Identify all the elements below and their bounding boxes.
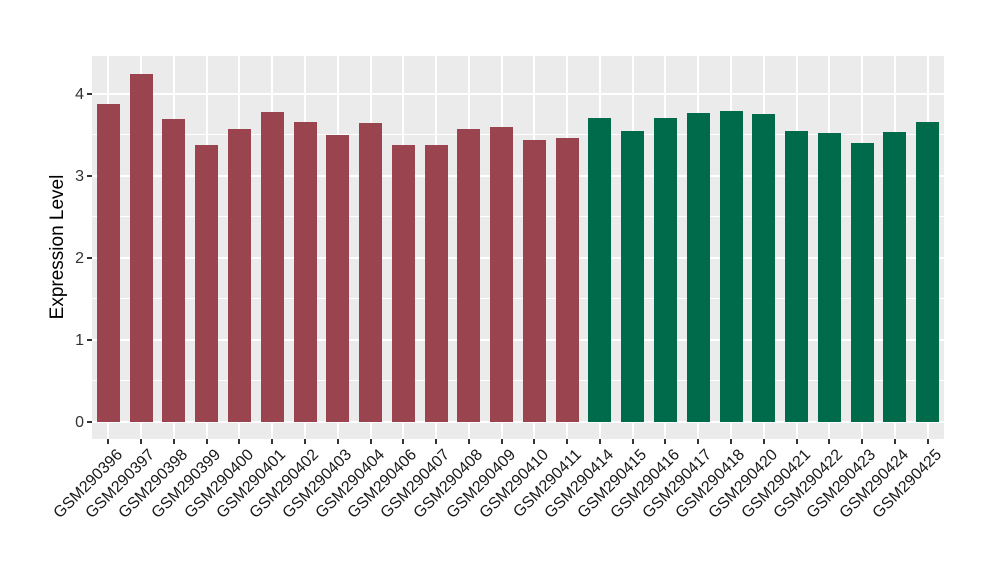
bar-GSM290404 (359, 123, 383, 422)
bar-GSM290407 (424, 144, 448, 422)
bar-GSM290410 (522, 140, 546, 422)
bar-GSM290409 (490, 127, 514, 422)
gridline-major (92, 92, 944, 95)
x-tick-mark (205, 439, 208, 444)
x-tick-mark (926, 439, 929, 444)
bar-GSM290425 (916, 122, 940, 422)
bar-GSM290401 (260, 111, 284, 422)
plot-panel (92, 56, 944, 439)
y-axis-title: Expression Level (47, 174, 68, 320)
y-tick-mark (87, 420, 92, 423)
x-tick-mark (828, 439, 831, 444)
bar-GSM290408 (457, 128, 481, 422)
gridline-major (92, 338, 944, 341)
bar-GSM290418 (719, 110, 743, 422)
bar-GSM290415 (621, 130, 645, 422)
bar-GSM290398 (162, 119, 186, 422)
x-tick-mark (598, 439, 601, 444)
x-tick-mark (304, 439, 306, 444)
x-tick-mark (172, 439, 175, 444)
y-tick-label: 4 (75, 85, 84, 103)
x-tick-mark (369, 439, 372, 444)
x-tick-mark (500, 439, 503, 444)
y-tick-mark (87, 256, 92, 259)
x-tick-mark (435, 439, 438, 444)
y-tick-mark (87, 92, 92, 95)
x-tick-mark (893, 439, 896, 444)
gridline-major (92, 174, 944, 177)
x-tick-mark (664, 439, 667, 444)
x-tick-mark (730, 439, 732, 444)
bar-GSM290420 (752, 114, 776, 422)
y-tick-label: 2 (75, 249, 84, 267)
x-tick-mark (631, 439, 634, 444)
bar-GSM290416 (653, 117, 677, 422)
x-tick-mark (533, 439, 536, 444)
x-tick-mark (795, 439, 798, 444)
x-tick-mark (861, 439, 864, 444)
gridline-major (92, 256, 944, 259)
x-tick-mark (271, 439, 274, 444)
x-tick-mark (762, 439, 765, 444)
gridline-minor (92, 134, 944, 136)
x-tick-mark (238, 439, 241, 444)
bar-GSM290396 (96, 104, 120, 422)
y-tick-mark (87, 174, 92, 177)
bar-GSM290414 (588, 118, 612, 422)
x-tick-mark (336, 439, 339, 444)
gridline-minor (92, 380, 944, 382)
x-tick-mark (566, 439, 569, 444)
gridline-major (92, 420, 944, 423)
x-tick-mark (467, 439, 470, 444)
bar-GSM290422 (817, 133, 841, 422)
x-tick-mark (697, 439, 700, 444)
bar-GSM290411 (555, 138, 579, 422)
bar-GSM290406 (391, 144, 415, 422)
bar-GSM290402 (293, 122, 317, 422)
y-tick-label: 0 (75, 413, 84, 431)
bar-GSM290421 (785, 131, 809, 422)
x-tick-mark (140, 439, 143, 444)
gridline-minor (92, 216, 944, 218)
x-tick-mark (107, 439, 110, 444)
bar-GSM290417 (686, 113, 710, 422)
x-tick-mark (402, 439, 405, 444)
y-tick-label: 1 (75, 331, 84, 349)
bar-GSM290399 (195, 145, 219, 422)
bar-GSM290397 (129, 74, 153, 422)
bar-GSM290403 (326, 134, 350, 422)
bar-GSM290424 (883, 132, 907, 422)
gridline-minor (92, 298, 944, 300)
y-tick-mark (87, 338, 92, 341)
y-tick-label: 3 (75, 167, 84, 185)
bar-GSM290400 (227, 128, 251, 422)
bar-GSM290423 (850, 142, 874, 422)
